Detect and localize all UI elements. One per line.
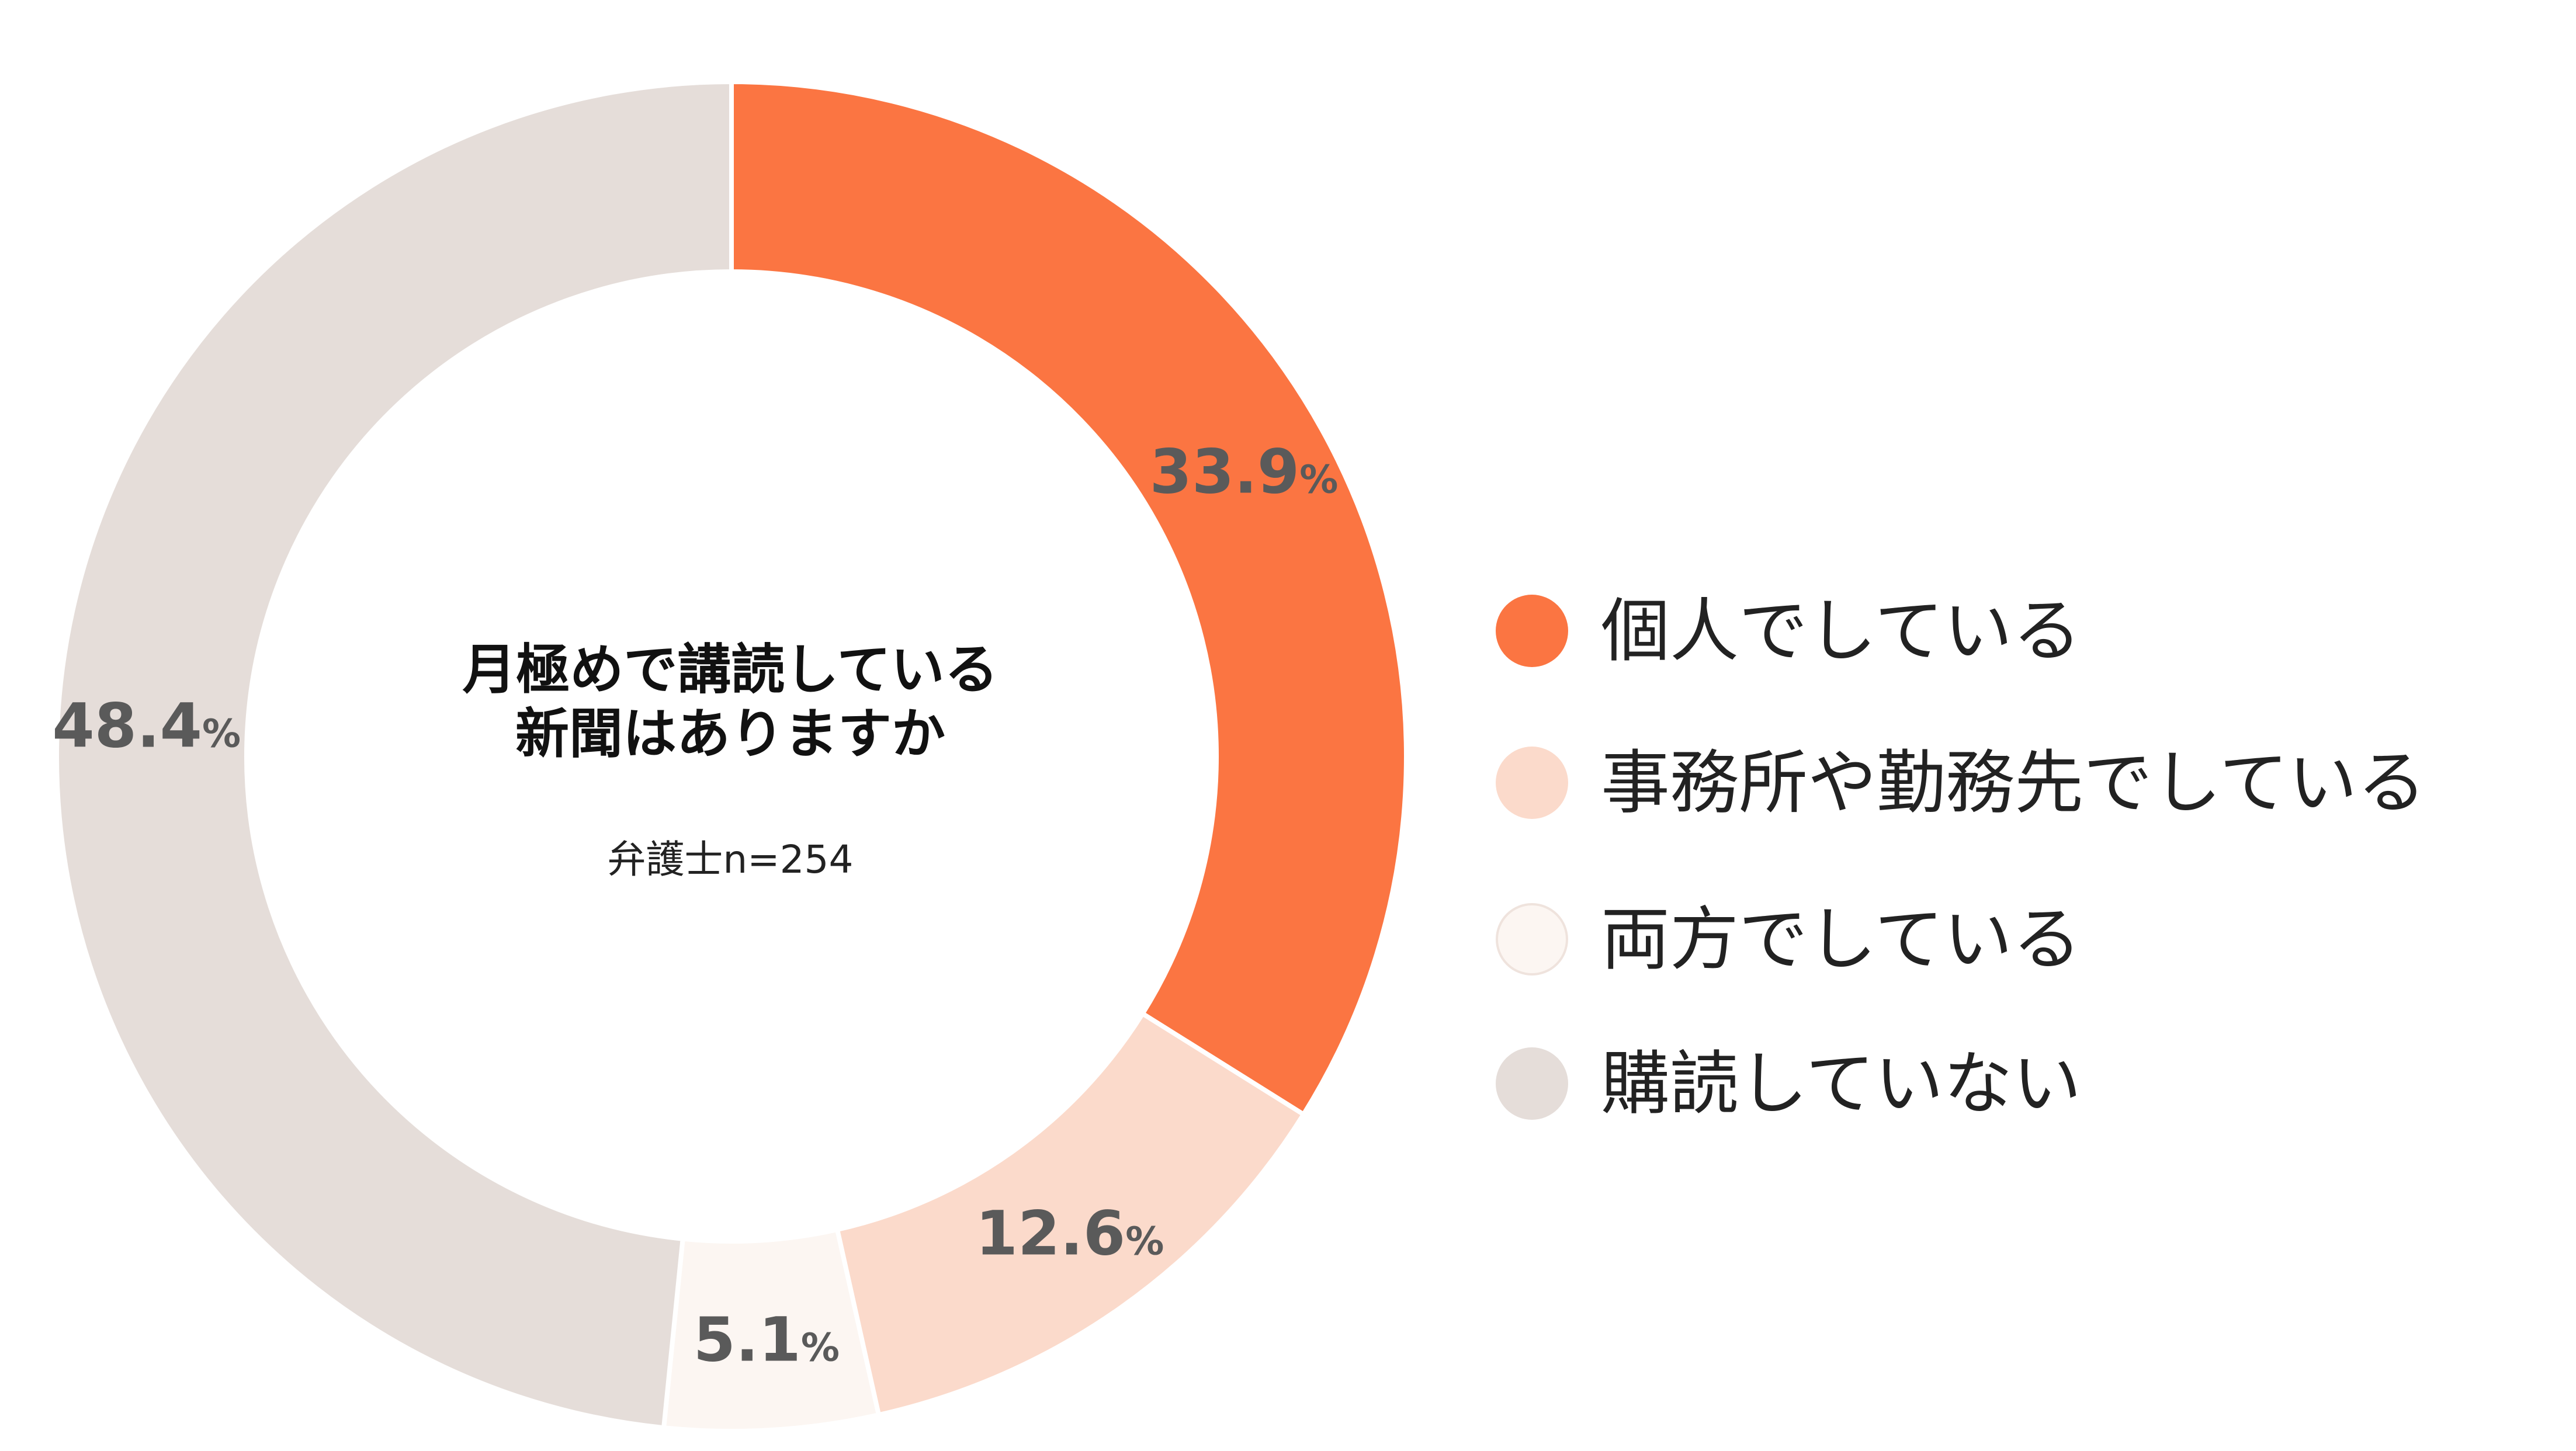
value-label-number: 33.9 [1150,436,1300,507]
chart-title-line-1: 月極めで講読している [462,638,998,701]
value-label-number: 48.4 [52,690,202,762]
legend-swatch [1496,903,1568,976]
legend-label: 両方でしている [1601,899,2082,980]
value-label-number: 12.6 [976,1197,1126,1269]
donut-slice-office [834,1010,1307,1418]
value-labels: 33.9%12.6%5.1%48.4% [52,436,1338,1375]
value-label-unit: % [1299,457,1338,502]
chart-title-line-2: 新聞はありますか [515,703,945,765]
chart-subtitle: 弁護士n=254 [607,837,854,882]
value-label-unit: % [202,711,241,756]
donut-slice-none [54,79,734,1431]
legend-swatch [1496,1047,1568,1120]
value-label-number: 5.1 [694,1304,801,1376]
donut-slice-individual [729,79,1409,1118]
value-label-office: 12.6% [976,1197,1164,1269]
value-label-individual: 33.9% [1150,436,1339,507]
legend-label: 購読していない [1601,1043,2082,1124]
value-label-unit: % [1125,1219,1164,1263]
legend-swatch [1496,747,1568,819]
legend-label: 個人でしている [1601,591,2082,671]
value-label-both: 5.1% [694,1304,840,1376]
legend-swatch [1496,595,1568,667]
value-label-unit: % [801,1325,840,1370]
legend-label: 事務所や勤務先でしている [1601,742,2426,823]
chart-title: 月極めで講読している 新聞はありますか [380,638,1081,766]
value-label-none: 48.4% [52,690,241,762]
donut-slices [54,79,1409,1433]
